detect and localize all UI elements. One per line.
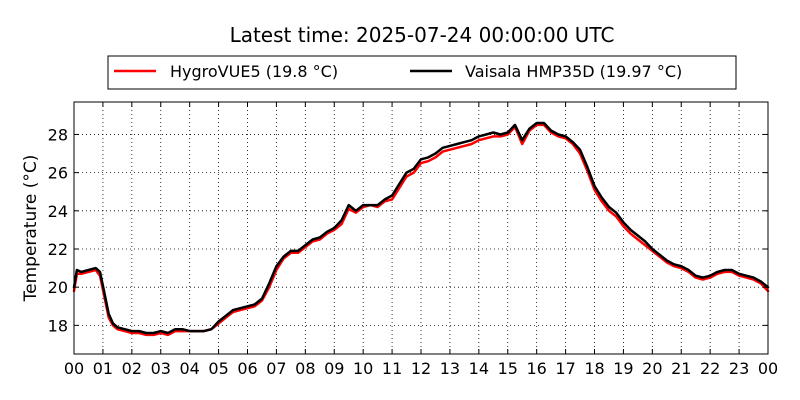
x-tick-label: 08 [295,359,315,378]
x-tick-label: 06 [237,359,257,378]
y-tick-label: 28 [48,125,68,144]
grid [74,102,768,354]
x-tick-label: 22 [700,359,720,378]
ticks: 00 01 02 03 04 05 06 07 08 09 10 11 12 13 14 15 16 17 18 19… [48,102,778,378]
legend-label-hygrovue5: HygroVUE5 (19.8 °C) [170,62,338,81]
x-tick-label: 02 [122,359,142,378]
legend: HygroVUE5 (19.8 °C) Vaisala HMP35D (19.9… [107,55,737,90]
x-tick-label: 04 [179,359,199,378]
x-tick-label: 10 [353,359,373,378]
x-tick-label: 17 [555,359,575,378]
x-tick-label: 21 [671,359,691,378]
y-tick-label: 20 [48,278,68,297]
x-tick-label: 00 [64,359,84,378]
y-tick-label: 26 [48,164,68,183]
x-tick-label: 12 [411,359,431,378]
x-tick-label: 03 [151,359,171,378]
x-tick-label: 23 [729,359,749,378]
y-axis-label: Temperature (°C) [21,155,41,303]
series-lines [72,121,770,337]
x-tick-label: 00 [758,359,778,378]
series-line-hygrovue5 [72,123,770,337]
series-line-vaisala [72,121,770,335]
x-tick-label: 07 [266,359,286,378]
x-tick-label: 13 [440,359,460,378]
x-tick-label: 18 [584,359,604,378]
x-tick-label: 20 [642,359,662,378]
x-tick-label: 01 [93,359,113,378]
y-tick-label: 22 [48,240,68,259]
y-tick-label: 18 [48,316,68,335]
x-tick-label: 15 [498,359,518,378]
x-tick-label: 05 [208,359,228,378]
plot-frame [73,101,769,355]
chart-title: Latest time: 2025-07-24 00:00:00 UTC [230,23,615,47]
x-tick-label: 14 [469,359,489,378]
legend-label-vaisala: Vaisala HMP35D (19.97 °C) [465,62,682,81]
x-tick-label: 16 [526,359,546,378]
x-tick-label: 19 [613,359,633,378]
x-tick-label: 09 [324,359,344,378]
x-tick-label: 11 [382,359,402,378]
legend-box [107,55,737,90]
y-tick-label: 24 [48,202,68,221]
